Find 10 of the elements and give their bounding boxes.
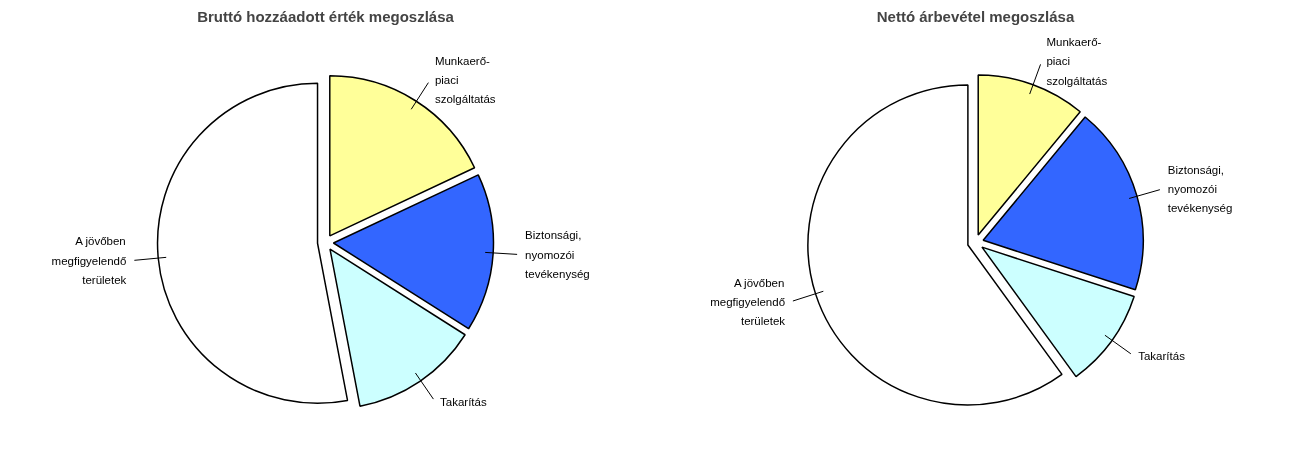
chart-title: Nettó árbevétel megoszlása — [876, 7, 1075, 25]
slice-label: Takarítás — [1138, 349, 1186, 362]
slice-label: Munkaerő- piaci szolgáltatás — [1046, 36, 1108, 87]
slice-label: Takarítás — [440, 395, 487, 408]
slice-label: Biztonsági, nyomozói tevékenység — [525, 229, 590, 280]
slice-label: Munkaerő- piaci szolgáltatás — [434, 54, 496, 106]
slice-label: A jövőben megfigyelendő területek — [710, 276, 786, 328]
slice-label: Biztonsági, nyomozói tevékenység — [1167, 163, 1233, 214]
slice-label: A jövőben megfigyelendő területek — [51, 235, 127, 286]
chart-title: Bruttó hozzáadott érték megoszlása — [197, 7, 455, 25]
